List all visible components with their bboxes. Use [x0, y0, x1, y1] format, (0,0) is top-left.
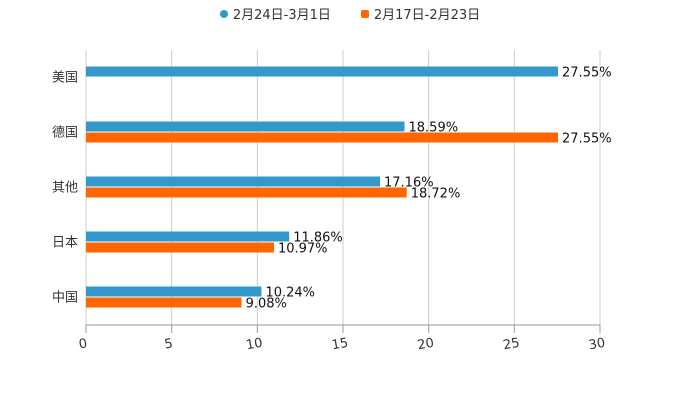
x-tick-label: 25	[502, 336, 521, 354]
y-tick-label: 其他	[52, 181, 78, 196]
y-tick-label: 中国	[52, 291, 78, 306]
chart-legend: 2月24日-3月1日 2月17日-2月23日	[0, 4, 700, 23]
legend-item-series-1[interactable]: 2月24日-3月1日	[219, 4, 331, 23]
data-label: 18.72%	[411, 187, 461, 202]
data-label: 27.55%	[562, 66, 612, 81]
y-tick-label: 德国	[52, 126, 78, 141]
legend-label-series-1: 2月24日-3月1日	[232, 8, 331, 23]
legend-item-series-2[interactable]: 2月17日-2月23日	[360, 4, 481, 23]
data-label: 27.55%	[562, 132, 612, 147]
x-tick-label: 15	[331, 336, 350, 354]
x-tick-label: 5	[163, 336, 174, 352]
bar-1	[86, 66, 559, 77]
y-tick-label: 日本	[52, 236, 78, 251]
data-label: 10.24%	[265, 286, 315, 301]
legend-label-series-2: 2月17日-2月23日	[373, 8, 481, 23]
data-label: 11.86%	[293, 231, 343, 246]
data-label: 18.59%	[409, 121, 459, 136]
x-tick-label: 10	[245, 336, 264, 354]
y-tick-label: 美国	[52, 71, 78, 86]
bar-2	[86, 132, 559, 143]
legend-marker-series-2	[360, 9, 369, 18]
bar-1	[86, 231, 290, 242]
bar-2	[86, 242, 274, 253]
data-label: 10.97%	[278, 242, 328, 257]
x-tick-label: 0	[78, 336, 89, 352]
bar-1	[86, 286, 262, 297]
bar-1	[86, 121, 405, 132]
x-tick-label: 20	[416, 336, 435, 354]
bar-2	[86, 187, 407, 198]
legend-marker-series-1	[219, 9, 228, 18]
bar-2	[86, 297, 242, 308]
bar-1	[86, 176, 381, 187]
x-tick-label: 30	[588, 336, 607, 354]
data-label: 9.08%	[246, 297, 287, 312]
data-label: 17.16%	[384, 176, 434, 191]
